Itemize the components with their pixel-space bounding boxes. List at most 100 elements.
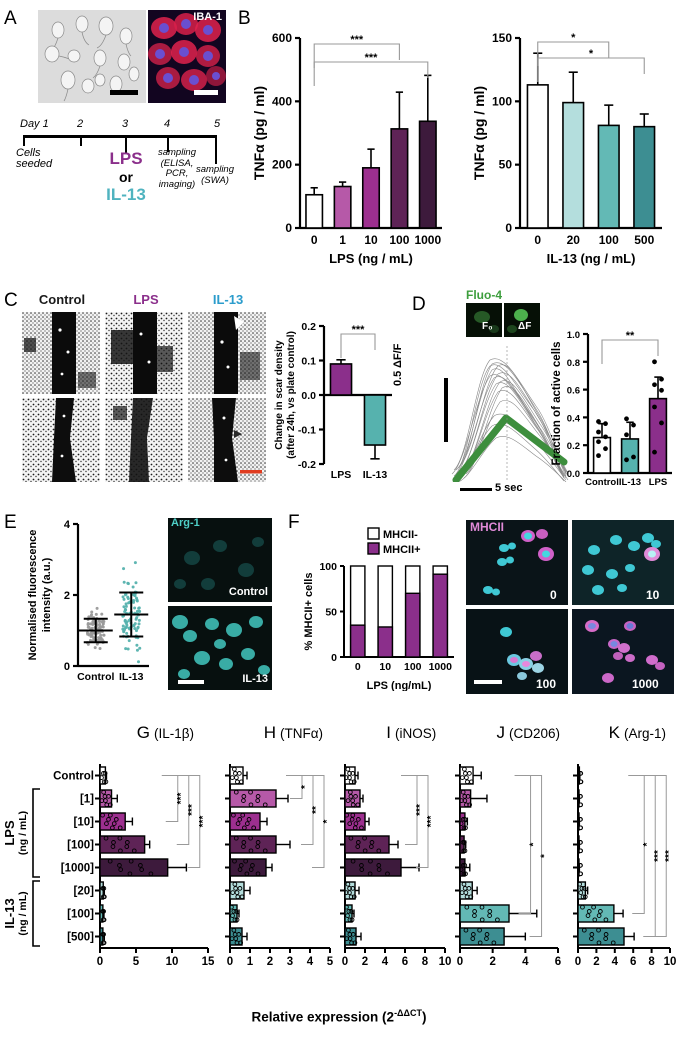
- timeline-day-3: 3: [122, 118, 129, 130]
- svg-text:2: 2: [64, 590, 70, 602]
- timeline-tick-1: [23, 136, 25, 146]
- svg-text:**: **: [626, 330, 635, 342]
- significance-bracket: ***: [340, 324, 376, 358]
- svg-text:***: ***: [350, 34, 364, 46]
- x-axis-title: LPS (ng / mL): [329, 251, 413, 266]
- bar-mhcii-pos: [432, 573, 449, 658]
- panel-J: J (CD206) 0 2 4 6 * *: [455, 723, 561, 968]
- svg-text:0.0: 0.0: [301, 390, 316, 402]
- svg-text:***: ***: [352, 324, 366, 336]
- significance-bracket: ***: [401, 775, 426, 845]
- iba1-image-label: IBA-1: [193, 11, 222, 23]
- chart-f-mhcii-stacked: MHCII- MHCII+ 0 50 100 0 10 100 1000% MHCII+ cel…: [300, 526, 460, 691]
- svg-text:100: 100: [404, 661, 422, 673]
- svg-text:10: 10: [664, 956, 677, 968]
- significance-bracket: ***: [172, 775, 198, 845]
- significance-bracket: *: [628, 775, 653, 914]
- timeline-tick-4: [167, 136, 169, 152]
- svg-text:0: 0: [457, 956, 463, 968]
- svg-text:100: 100: [599, 233, 619, 247]
- panel-G: G (IL-1β)0 5 10 15*********: [95, 723, 215, 968]
- panel-d-label: D: [412, 294, 426, 315]
- chart-b-right-il13-tnf: 0 50 100 150 0 20 100 500 * * TNFα (pg / ml) IL-13 …: [468, 8, 668, 266]
- svg-text:**: **: [311, 806, 322, 814]
- svg-text:10: 10: [439, 956, 452, 968]
- svg-text:6: 6: [555, 956, 561, 968]
- chart-b-left-lps-tnf: 0 200 400 600 0 1 10 100 1000 *** *** TNFα (pg / ml…: [248, 8, 448, 266]
- chart-svg-B-right: 0 50 100 150 0 20 100 500 * * TNFα (pg / ml) IL-13 …: [471, 31, 662, 266]
- group-label-il13: IL-13 (ng / mL): [2, 891, 29, 935]
- svg-text:0.6: 0.6: [567, 386, 580, 397]
- svg-text:IL-13: IL-13: [619, 477, 641, 488]
- svg-text:I: I: [386, 723, 391, 742]
- bar-B-left-0: [305, 193, 324, 229]
- panel-b-label: B: [238, 8, 251, 29]
- row-label-1: [1]: [80, 794, 94, 806]
- bottom-xaxis-title: Relative expression (2-ΔΔCT): [251, 1008, 427, 1025]
- svg-text:intensity (a.u.): intensity (a.u.): [41, 557, 53, 632]
- bar-I-4: [344, 858, 402, 877]
- svg-text:(TNFα): (TNFα): [280, 726, 323, 741]
- significance-bracket: **: [297, 775, 322, 845]
- svg-text:LPS: LPS: [2, 820, 17, 846]
- significance-bracket: *: [286, 775, 311, 799]
- svg-text:LPS: LPS: [649, 477, 667, 488]
- svg-text:5: 5: [133, 956, 140, 968]
- significance-bracket: ***: [183, 775, 209, 868]
- svg-text:0: 0: [331, 652, 337, 664]
- svg-text:0.8: 0.8: [567, 358, 580, 369]
- panel-I: I (iNOS) 0 2 4 6 8 10 ******: [340, 723, 451, 968]
- row-label-control: Control: [53, 771, 94, 783]
- svg-text:*: *: [322, 819, 333, 823]
- svg-text:(Arg-1): (Arg-1): [624, 726, 666, 741]
- svg-text:Control: Control: [77, 671, 114, 683]
- svg-text:***: ***: [176, 793, 187, 805]
- svg-text:20: 20: [567, 233, 581, 247]
- panel-f-image-label-100: 100: [536, 677, 557, 691]
- chart-svg-E-scatter: 0 2 4 Control IL-13 Normalised fluorescence in…: [27, 519, 149, 683]
- x-axis-title: IL-13 (ng / mL): [547, 251, 636, 266]
- svg-text:8: 8: [648, 956, 655, 968]
- svg-text:0.1: 0.1: [301, 356, 316, 368]
- significance-bracket: **: [601, 330, 659, 364]
- significance-bracket: *: [537, 48, 645, 82]
- svg-text:0: 0: [575, 956, 581, 968]
- panel-a-timeline: Day 1 2 3 4 5 Cells seeded LPS or IL-13 …: [16, 118, 234, 253]
- panels-g-k-qpcr: Control [1] [10] [100] [1000] [20] [100] [500] L…: [0, 716, 678, 1016]
- svg-text:400: 400: [272, 94, 292, 108]
- svg-text:500: 500: [634, 233, 654, 247]
- svg-text:MHCII+: MHCII+: [383, 544, 421, 556]
- timeline-day-5: 5: [214, 118, 221, 130]
- bar-B-right-0: [526, 84, 549, 229]
- timeline-day-2: 2: [77, 118, 84, 130]
- y-axis-title: Normalised fluorescence: [27, 530, 39, 661]
- panel-c-scar-images: [22, 312, 266, 482]
- svg-text:3: 3: [287, 956, 293, 968]
- panel-f-image-label-0: 0: [550, 588, 557, 602]
- panel-e-image-label-il13: IL-13: [242, 673, 268, 685]
- timeline-day-4: 4: [164, 118, 171, 130]
- panel-e-arg1-images: Arg-1 Control IL-13: [168, 517, 272, 690]
- bar-D-bar-IL-13: [620, 438, 640, 474]
- svg-text:Change in scar density: Change in scar density: [274, 340, 285, 450]
- timeline-day-1: Day 1: [20, 118, 49, 130]
- row-label-3: [100]: [67, 840, 94, 852]
- svg-text:***: ***: [653, 850, 664, 862]
- bar-B-right-500: [633, 125, 656, 229]
- svg-text:4: 4: [522, 956, 529, 968]
- bar-mhcii-pos: [404, 592, 421, 658]
- panel-d-label-df: ΔF: [518, 321, 532, 332]
- svg-text:-0.2: -0.2: [298, 459, 316, 471]
- timeline-annotation-treatment: LPS or IL-13: [106, 149, 146, 204]
- significance-bracket: ***: [650, 775, 675, 937]
- svg-text:(after 24h, vs plate control): (after 24h, vs plate control): [286, 331, 297, 459]
- svg-text:6: 6: [630, 956, 636, 968]
- chart-svg-B-left: 0 200 400 600 0 1 10 100 1000 ****** TNFα (pg / ml…: [251, 31, 442, 266]
- significance-bracket: *: [525, 775, 551, 937]
- svg-text:1000: 1000: [429, 661, 453, 673]
- timeline-annotation-cells-seeded: Cells seeded: [16, 147, 53, 170]
- svg-text:IL-13: IL-13: [2, 898, 17, 928]
- svg-text:0: 0: [505, 221, 512, 235]
- panel-d-calcium-traces: 0.5 ΔF/F: [392, 340, 575, 482]
- panel-f-image-label-10: 10: [646, 588, 660, 602]
